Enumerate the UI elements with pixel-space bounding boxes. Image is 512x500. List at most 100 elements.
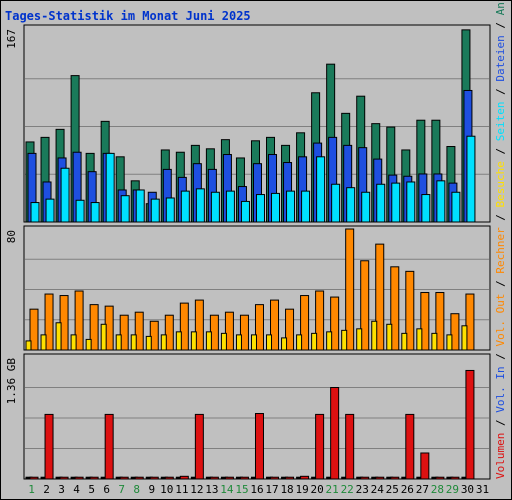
x-tick-label: 6 [103,483,110,496]
bar-besuche-day-28 [431,332,438,351]
legend-entry: / [494,82,507,102]
bar-rechner-day-25 [390,266,400,351]
legend-entry: Besuche [494,161,507,207]
bar-rechner-day-28 [435,292,445,351]
bar-seiten-day-25 [391,182,401,223]
x-tick-label: 3 [58,483,65,496]
bar-seiten-day-20 [316,156,326,223]
bar-seiten-day-7 [120,195,130,223]
legend-entry: Volumen [494,433,507,479]
bar-rechner-day-5 [89,304,99,351]
chart-title: Tages-Statistik im Monat Juni 2025 [5,9,251,23]
bar-rechner-day-14 [224,311,234,351]
x-tick-label: 8 [133,483,140,496]
bar-volumen-day-6 [104,413,114,480]
bar-volumen-day-17 [270,476,280,480]
x-tick-label: 11 [175,483,188,496]
legend-entry: Rechner [494,227,507,274]
bar-volumen-day-9 [149,476,159,480]
x-tick-label: 30 [461,483,474,496]
bar-seiten-day-16 [255,194,265,223]
y-max-label-hits: 167 [5,29,18,49]
bar-seiten-day-15 [240,200,250,223]
bar-rechner-day-26 [405,270,415,351]
bar-rechner-day-8 [134,311,144,351]
x-tick-label: 9 [148,483,155,496]
legend-entry: / [494,347,507,367]
x-tick-label: 18 [280,483,293,496]
bar-seiten-day-17 [271,192,281,223]
bar-seiten-day-2 [45,198,55,223]
bar-besuche-day-22 [341,329,348,351]
bar-besuche-day-19 [296,334,303,351]
bar-besuche-day-9 [145,335,152,351]
bar-besuche-day-17 [266,334,273,351]
x-tick-label: 29 [446,483,459,496]
bar-besuche-day-14 [220,332,227,351]
x-tick-label: 31 [476,483,489,496]
bar-volumen-day-3 [59,476,69,480]
bar-volumen-day-10 [164,476,174,480]
bar-besuche-day-24 [371,320,378,351]
bar-seiten-day-26 [406,181,416,223]
bar-besuche-day-30 [461,325,468,351]
bar-seiten-day-13 [210,191,220,223]
x-tick-label: 24 [371,483,385,496]
bar-rechner-day-10 [164,314,174,351]
bar-seiten-day-8 [135,189,145,223]
bar-rechner-day-24 [375,243,385,351]
bar-seiten-day-18 [286,190,296,223]
bar-seiten-day-19 [301,190,311,223]
bar-seiten-day-1 [30,202,40,223]
y-max-label-volume: 1.36 GB [5,358,18,405]
bar-volumen-day-26 [405,413,415,480]
bar-besuche-day-4 [70,334,77,351]
bar-seiten-day-10 [165,197,175,223]
x-tick-label: 22 [341,483,354,496]
bar-volumen-day-2 [44,413,54,480]
bar-volumen-day-1 [29,476,39,480]
bar-besuche-day-13 [205,331,212,351]
bar-volumen-day-23 [360,476,370,480]
x-tick-label: 28 [431,483,444,496]
bar-rechner-day-20 [315,290,325,351]
legend-entry: Vol. Out [494,294,507,347]
x-tick-label: 17 [265,483,278,496]
bar-besuche-day-2 [40,334,47,351]
bar-seiten-day-14 [225,190,235,223]
bar-rechner-day-16 [254,304,264,351]
bar-volumen-day-4 [74,476,84,480]
bar-seiten-day-27 [421,194,431,223]
bar-seiten-day-6 [105,152,115,223]
bar-seiten-day-28 [436,180,446,223]
bar-volumen-day-14 [224,476,234,480]
bar-volumen-day-27 [420,452,430,480]
bar-besuche-day-5 [85,338,92,351]
bar-rechner-day-30 [465,293,475,351]
bar-rechner-day-12 [194,299,204,351]
bar-seiten-day-3 [60,167,70,223]
bar-besuche-day-10 [160,334,167,351]
bar-besuche-day-25 [386,323,393,351]
bar-volumen-day-15 [239,476,249,480]
bar-volumen-day-16 [254,413,264,480]
x-tick-label: 13 [205,483,218,496]
bar-volumen-day-11 [179,475,189,480]
legend-entry: Vol. In [494,366,507,412]
bar-seiten-day-22 [346,187,356,223]
bar-rechner-day-15 [239,314,249,351]
bar-besuche-day-20 [311,332,318,351]
bar-volumen-day-13 [209,476,219,480]
bar-rechner-day-22 [345,228,355,351]
bar-besuche-day-29 [446,334,453,351]
x-tick-label: 14 [220,483,234,496]
bar-besuche-day-3 [55,322,62,351]
bar-rechner-day-18 [285,308,295,351]
x-tick-label: 27 [416,483,429,496]
x-tick-label: 21 [326,483,339,496]
bar-seiten-day-4 [75,199,85,223]
x-tick-label: 4 [73,483,80,496]
bar-seiten-day-9 [150,198,160,223]
x-tick-label: 19 [295,483,308,496]
